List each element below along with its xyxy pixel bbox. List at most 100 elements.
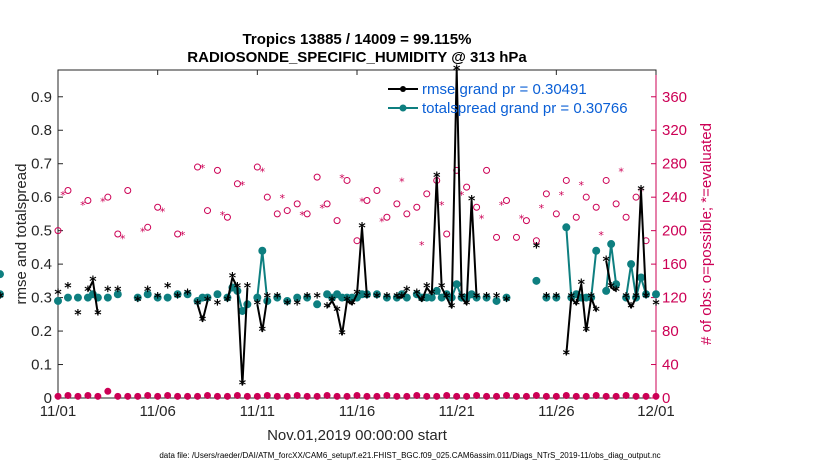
rmse-point: * <box>433 170 441 186</box>
rmse-point: * <box>637 183 645 199</box>
data-file-footnote: data file: /Users/raeder/DAI/ATM_forcXX/… <box>159 451 660 460</box>
obs-evaluated-marker: * <box>80 199 86 212</box>
obs-possible-marker <box>443 230 451 238</box>
obs-bottom-marker <box>423 392 431 400</box>
obs-bottom-marker <box>433 392 441 400</box>
obs-evaluated-marker: * <box>319 202 325 215</box>
obs-bottom-marker <box>94 392 102 400</box>
totalspread-point <box>273 293 282 302</box>
obs-bottom-marker <box>223 392 231 400</box>
obs-bottom-marker <box>114 392 122 400</box>
obs-possible-marker <box>363 197 371 205</box>
rmse-point: * <box>54 287 62 303</box>
obs-bottom-marker <box>74 392 82 400</box>
totalspread-point <box>502 293 511 302</box>
legend-spread-label: totalspread grand pr = 0.30766 <box>422 100 628 117</box>
left-tick-label: 0.2 <box>31 323 52 340</box>
obs-bottom-marker <box>622 391 630 399</box>
obs-bottom-marker <box>473 391 481 399</box>
obs-possible-marker <box>473 203 481 211</box>
y-axis-label-left: rmse and totalspread <box>13 164 30 305</box>
obs-possible-marker <box>622 213 630 221</box>
obs-bottom-marker <box>582 392 590 400</box>
rmse-point: * <box>423 281 431 297</box>
totalspread-point <box>542 293 551 302</box>
obs-bottom-marker <box>323 391 331 399</box>
plot-area <box>57 69 657 399</box>
obs-evaluated-marker: * <box>60 189 66 202</box>
obs-bottom-marker <box>283 392 291 400</box>
obs-bottom-marker <box>632 392 640 400</box>
obs-possible-marker <box>323 200 331 208</box>
rmse-point: * <box>154 291 162 307</box>
totalspread-point <box>637 273 646 282</box>
obs-possible-marker <box>503 197 510 205</box>
obs-possible-marker <box>612 200 620 208</box>
obs-bottom-marker <box>313 392 321 400</box>
totalspread-point <box>0 290 4 299</box>
obs-bottom-marker <box>343 392 351 400</box>
rmse-point: * <box>199 314 207 330</box>
rmse-point: * <box>264 291 272 307</box>
rmse-point: * <box>239 378 247 394</box>
totalspread-point <box>652 290 660 299</box>
obs-possible-marker <box>463 183 471 191</box>
obs-possible-marker <box>562 176 570 184</box>
rmse-point: * <box>632 291 640 307</box>
rmse-point: * <box>622 291 630 307</box>
obs-bottom-marker <box>532 391 540 399</box>
rmse-point: * <box>453 63 461 79</box>
obs-possible-marker <box>204 207 211 215</box>
rmse-point: * <box>234 281 242 297</box>
obs-possible-marker <box>403 210 411 218</box>
rmse-point: * <box>194 297 202 313</box>
rmse-point: * <box>224 294 232 310</box>
right-tick-label: 80 <box>662 323 679 340</box>
obs-bottom-marker <box>263 391 271 399</box>
rmse-point: * <box>174 291 182 307</box>
obs-bottom-marker <box>164 391 172 399</box>
obs-possible-marker <box>233 180 241 188</box>
obs-bottom-marker <box>642 392 650 400</box>
totalspread-point <box>382 293 391 302</box>
totalspread-point <box>372 290 381 299</box>
obs-bottom-marker <box>393 392 401 400</box>
rmse-line <box>256 297 269 333</box>
totalspread-point <box>612 280 621 289</box>
obs-possible-marker <box>273 210 281 218</box>
left-tick-label: 0 <box>44 390 52 407</box>
rmse-point: * <box>473 291 481 307</box>
obs-possible-marker <box>423 190 431 198</box>
rmse-point: * <box>353 287 361 303</box>
obs-possible-marker <box>582 193 590 201</box>
rmse-point: * <box>0 291 4 307</box>
rmse-point: * <box>403 284 411 300</box>
left-axis-ticks: 0 0.1 0.2 0.3 0.4 0.5 0.6 0.7 0.8 0.9 <box>31 89 63 407</box>
obs-bottom-marker <box>204 391 211 399</box>
x-tick-label: 11/11 <box>240 403 275 420</box>
rmse-point: * <box>468 194 476 210</box>
obs-bottom-marker <box>64 391 72 399</box>
rmse-point: * <box>543 291 551 307</box>
totalspread-point <box>303 293 312 302</box>
obs-possible-marker <box>552 210 560 218</box>
obs-evaluated-marker: * <box>180 229 186 242</box>
rmse-point: * <box>284 297 292 313</box>
obs-bottom-marker <box>134 392 142 400</box>
totalspread-point <box>163 293 172 302</box>
right-tick-label: 40 <box>662 357 679 374</box>
rmse-line <box>605 260 617 292</box>
left-tick-label: 0.9 <box>31 89 52 106</box>
obs-evaluated-marker: * <box>379 216 385 229</box>
left-tick-label: 0.4 <box>31 256 52 273</box>
rmse-point: * <box>74 307 82 323</box>
right-tick-label: 280 <box>662 156 687 173</box>
rmse-point: * <box>214 297 222 313</box>
obs-bottom-marker <box>144 391 152 399</box>
rmse-line <box>415 69 478 309</box>
x-tick-label: 11/26 <box>538 403 574 420</box>
obs-bottom-marker <box>652 392 660 400</box>
totalspread-point <box>283 296 292 305</box>
totalspread-point <box>552 293 561 302</box>
obs-possible-marker <box>174 230 182 238</box>
